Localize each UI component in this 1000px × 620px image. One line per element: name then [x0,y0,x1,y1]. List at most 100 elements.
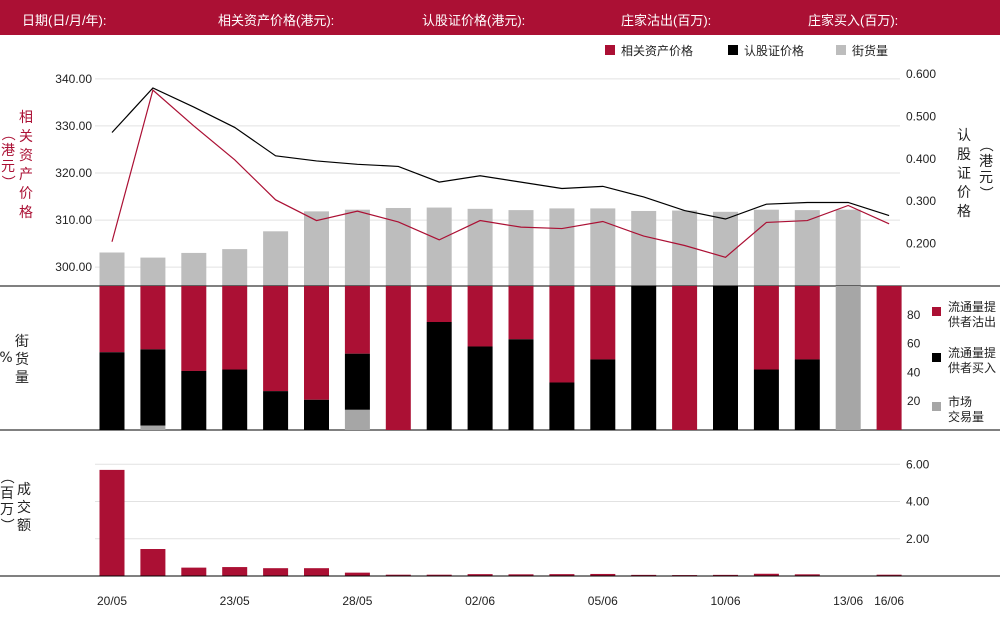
turnover-bar [508,574,534,576]
percent-axis-label: 街 [15,334,29,350]
turnover-axis-tick: 4.00 [906,495,930,509]
right-axis-label-unit: ） [977,186,993,200]
outstanding-bar [426,207,452,286]
issuer-sell-bar [140,286,166,350]
left-axis-label-unit: 港 [1,143,15,159]
left-axis-tick: 310.00 [55,213,92,227]
issuer-buy-bar [631,286,657,430]
right-axis-tick: 0.500 [906,109,936,123]
outstanding-bar [344,209,370,286]
issuer-sell-bar [222,286,248,370]
issuer-sell-bar [385,286,411,430]
right-axis-label-unit: （ [977,138,993,152]
issuer-buy-bar [508,339,534,430]
issuer-buy-bar [426,322,452,430]
issuer-buy-label: 庄家买入(百万): [808,13,899,28]
right-axis-label: 认 [957,128,971,144]
left-axis-label: 关 [19,129,33,145]
turnover-bar [263,568,289,576]
left-axis-label: 价 [19,186,33,202]
issuer-sell-bar [344,286,370,354]
turnover-bar [304,568,329,576]
market-volume-bar [835,286,861,430]
turnover-bar [549,574,575,576]
x-axis-tick: 05/06 [588,594,618,608]
issuer-sell-legend-swatch [932,307,941,316]
left-axis-label: 资 [19,148,33,164]
issuer-sell-bar [794,286,820,360]
issuer-buy-bar [549,382,575,430]
issuer-buy-bar [344,353,370,410]
date-label: 日期(日/月/年): [22,13,107,28]
outstanding-bar [263,231,289,286]
turnover-axis-label-unit: 百 [0,486,14,502]
left-axis-label: 格 [19,205,33,221]
warrant-price-label: 认股证价格(港元): [422,13,526,28]
percent-axis-tick: 40 [907,365,921,379]
legend-underlying-price-swatch [605,45,615,55]
outstanding-bar [385,207,411,286]
turnover-axis-label: 交 [17,499,31,516]
percent-axis-label: 货 [15,351,29,368]
outstanding-bar [753,209,779,286]
turnover-bar [713,574,738,576]
x-axis-tick: 28/05 [342,594,372,608]
issuer-sell-bar [549,286,575,383]
x-axis-tick: 23/05 [220,594,250,608]
issuer-sell-bar [753,286,779,370]
right-axis-label: 证 [957,166,971,182]
legend-warrant-price-swatch [728,45,738,55]
turnover-bar [222,567,248,576]
outstanding-bar [794,210,820,286]
right-axis-tick: 0.600 [906,67,936,81]
issuer-buy-bar [181,370,207,430]
issuer-buy-bar [467,346,493,430]
market-volume-bar [344,409,370,430]
issuer-sell-label: 庄家沽出(百万): [621,13,712,28]
issuer-buy-bar [753,369,779,430]
percent-axis-tick: 80 [907,308,921,322]
percent-axis-tick: 20 [907,394,921,408]
issuer-buy-bar [99,352,125,430]
left-axis-label-unit: （ [0,127,15,141]
legend-outstanding-swatch [836,45,846,55]
issuer-buy-legend-swatch [932,353,941,362]
outstanding-bar [181,252,207,286]
left-axis-tick: 340.00 [55,72,92,86]
outstanding-bar [590,208,616,286]
issuer-sell-bar [426,286,452,322]
right-axis-label: 格 [957,204,971,220]
outstanding-bar [304,211,329,286]
percent-axis-label: 量 [15,370,29,386]
left-axis-label: 产 [19,167,33,183]
turnover-bar [140,549,166,576]
issuer-sell-bar [876,286,902,430]
right-axis-tick: 0.400 [906,152,936,166]
turnover-bar [794,574,820,576]
underlying-price-label: 相关资产价格(港元): [218,13,335,28]
left-axis-label-unit: ） [0,175,15,189]
market-volume-legend-label: 市场 [948,394,972,409]
market-volume-legend-swatch [932,402,941,411]
x-axis-tick: 13/06 [833,594,863,608]
market-volume-legend-label: 交易量 [948,409,984,424]
outstanding-bar [835,209,861,286]
issuer-sell-legend-label: 供者沽出 [948,315,996,329]
right-axis-tick: 0.300 [906,194,936,208]
turnover-axis-label: 额 [17,518,31,534]
outstanding-bar [508,210,534,286]
legend-underlying-price: 相关资产价格 [621,43,693,58]
x-axis-tick: 02/06 [465,594,495,608]
turnover-bar [385,574,411,576]
outstanding-bar [222,249,248,286]
issuer-buy-bar [304,399,329,430]
issuer-buy-bar [263,391,289,430]
outstanding-bar [549,208,575,286]
issuer-sell-bar [508,286,534,340]
right-axis-tick: 0.200 [906,237,936,251]
issuer-sell-bar [590,286,616,360]
issuer-buy-bar [140,349,166,426]
issuer-sell-bar [99,286,125,353]
outstanding-bar [713,211,738,286]
legend-warrant-price: 认股证价格 [744,43,804,58]
